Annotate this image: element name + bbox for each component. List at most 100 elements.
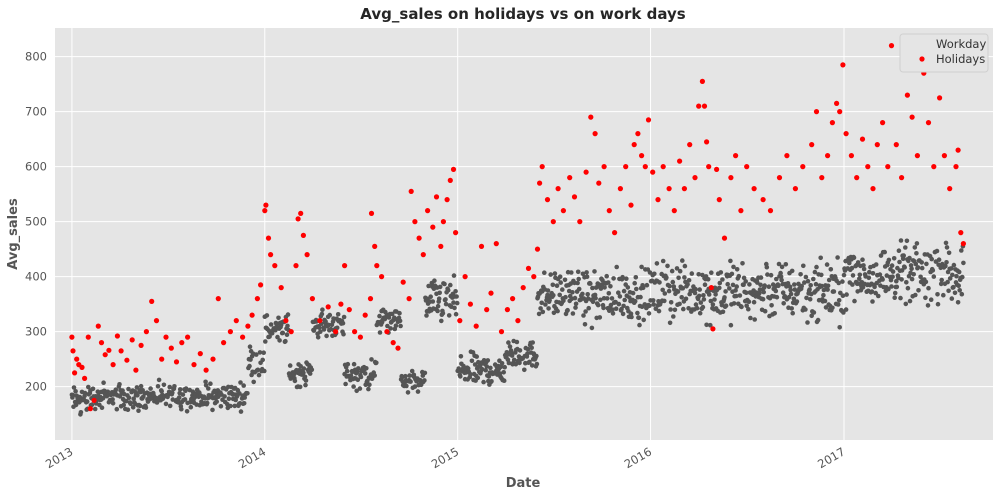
workday-point [825,287,830,292]
holiday-point [95,323,101,329]
workday-point [723,303,729,309]
holiday-point [488,290,494,296]
workday-point [385,323,390,329]
workday-point [581,313,586,318]
holiday-point [163,334,169,340]
workday-point [892,295,897,301]
workday-point [891,255,897,261]
workday-point [818,255,823,261]
workday-point [545,288,551,293]
workday-point [307,371,313,376]
holidays-series [69,43,967,412]
workday-point [760,296,766,302]
workday-point [956,269,962,275]
workday-point [358,374,364,380]
workday-point [606,291,612,296]
workday-point [536,311,542,317]
holiday-point [420,252,426,258]
workday-point [348,373,354,378]
workday-point [894,284,900,290]
holiday-point [70,348,76,354]
holiday-point [710,326,716,332]
workday-point [580,291,585,297]
y-tick-label: 400 [25,270,47,284]
workday-point [870,271,876,276]
workday-point [670,279,676,285]
workday-point [184,409,190,414]
workday-point [712,297,717,302]
workday-point [298,364,304,369]
x-tick-label: 2013 [43,444,75,471]
workday-point [488,365,493,371]
workday-point [148,386,153,391]
holiday-point [696,103,702,109]
workday-point [534,353,539,359]
holiday-point [567,175,573,181]
workday-point [774,276,779,282]
workday-point [720,309,726,315]
workday-point [697,310,703,316]
holiday-point [338,301,344,307]
workday-point [453,311,459,317]
workday-point [826,277,832,283]
workday-point [674,266,680,271]
holiday-point [467,301,473,307]
holiday-point [153,318,160,324]
workday-point [819,283,825,289]
workday-point [550,282,556,288]
workday-point [794,299,800,304]
workday-point [950,272,955,278]
workday-point [739,304,744,310]
workday-point [241,383,246,388]
workday-point [356,366,361,371]
holiday-point [955,147,961,153]
workday-point [696,272,701,277]
holiday-point [708,285,714,291]
holiday-point [899,175,905,181]
workday-point [701,297,707,302]
holiday-point [74,356,80,362]
holiday-point [173,359,180,365]
workday-point [772,311,777,316]
workday-point [907,298,913,304]
workday-point [773,288,779,294]
workday-point [798,272,803,277]
workday-point [729,271,735,277]
holiday-point [941,153,948,159]
holiday-point [143,329,149,335]
holiday-point [400,279,406,285]
workday-point [761,289,766,295]
workday-point [680,286,686,291]
workday-point [576,276,581,282]
workday-point [86,384,91,390]
workday-point [931,274,937,279]
holiday-point [914,153,921,159]
workday-point [367,382,372,388]
workday-point [697,287,702,292]
holiday-point [408,188,414,194]
holiday-point [692,175,698,181]
holiday-point [493,241,499,247]
workday-point [561,298,566,304]
workday-point [667,320,673,326]
workday-point [575,280,580,286]
workday-point [647,303,652,309]
workday-point [685,282,690,287]
workday-point [748,315,753,321]
holiday-point [837,109,843,115]
holiday-point [825,153,831,159]
workday-point [562,277,568,283]
holiday-point [880,120,886,126]
workday-point [113,387,119,393]
workday-point [741,282,746,288]
holiday-point [444,197,450,203]
workday-point [159,388,164,394]
workday-point [898,238,904,243]
workday-point [852,298,857,304]
workday-point [374,360,379,366]
workday-point [899,268,905,273]
workday-point [776,261,782,267]
holiday-point [367,296,374,302]
holiday-point [114,333,120,339]
workday-point [946,288,951,294]
